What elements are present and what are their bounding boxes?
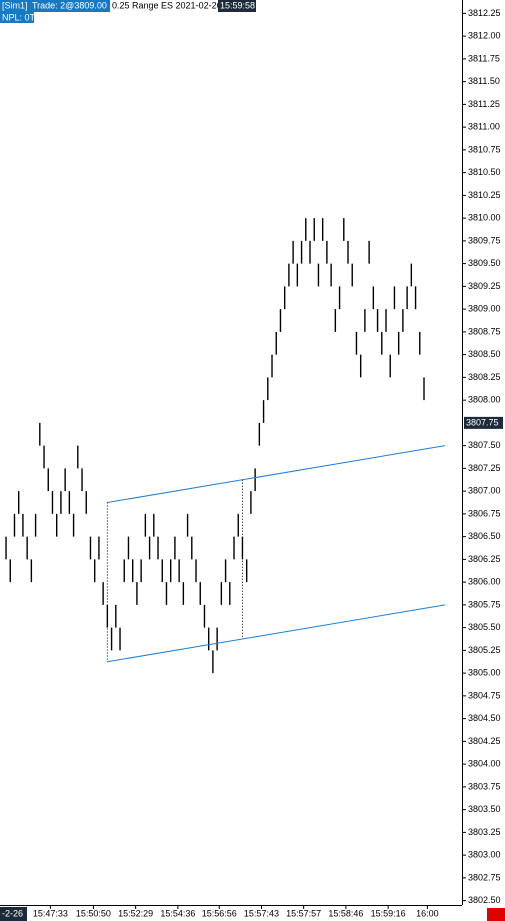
y-tick-label: 3804.00 [468,759,501,769]
x-tick-label: 15:56:56 [202,908,237,918]
channel-line [107,445,446,503]
y-tick-label: 3809.25 [468,281,501,291]
y-tick-label: 3808.00 [468,395,501,405]
date-label: -2-26 [2,908,23,918]
x-tick-label: 15:59:16 [371,908,406,918]
header-bg [30,0,110,12]
y-tick-label: 3806.25 [468,554,501,564]
y-tick-label: 3811.00 [468,122,500,132]
last-price-label: 3807.75 [466,417,499,427]
y-tick-label: 3811.50 [468,76,500,86]
y-tick-label: 3806.75 [468,508,501,518]
header-clock: 15:59:58 [220,0,255,10]
x-tick-label: 15:47:33 [33,908,68,918]
status-box [487,908,505,921]
header-instrument: 0.25 Range ES 2021-02-26 [112,0,222,10]
x-tick-label: 16:00 [416,908,439,918]
header-bg [218,0,256,12]
y-tick-label: 3811.25 [468,99,500,109]
y-tick-label: 3810.50 [468,167,501,177]
y-tick-label: 3812.00 [468,31,501,41]
y-tick-label: 3803.00 [468,850,501,860]
y-tick-label: 3811.75 [468,53,500,63]
y-tick-label: 3810.75 [468,144,501,154]
y-tick-label: 3802.75 [468,872,501,882]
y-tick-label: 3810.25 [468,190,501,200]
y-tick-label: 3808.25 [468,372,501,382]
y-tick-label: 3809.50 [468,258,501,268]
y-tick-label: 3807.50 [468,440,501,450]
y-tick-label: 3805.25 [468,645,501,655]
header-bg [110,0,218,12]
y-tick-label: 3807.00 [468,486,501,496]
y-tick-label: 3805.50 [468,622,501,632]
pnl: NPL: 0T [2,12,36,22]
y-tick-label: 3804.25 [468,736,501,746]
y-tick-label: 3808.50 [468,349,501,359]
x-tick-label: 15:50:50 [76,908,111,918]
y-tick-label: 3805.00 [468,668,501,678]
y-tick-label: 3803.25 [468,827,501,837]
y-tick-label: 3809.75 [468,235,501,245]
x-tick-label: 15:57:43 [244,908,279,918]
y-tick-label: 3805.75 [468,599,501,609]
y-tick-label: 3802.50 [468,895,501,905]
y-tick-label: 3809.00 [468,304,501,314]
channel-line [107,604,446,663]
y-tick-label: 3804.50 [468,713,501,723]
y-tick-label: 3810.00 [468,213,501,223]
y-tick-label: 3803.75 [468,781,501,791]
pnl-bg [0,12,34,23]
x-tick-label: 15:52:29 [118,908,153,918]
x-tick-label: 15:54:36 [160,908,195,918]
y-tick-label: 3806.50 [468,531,501,541]
x-tick-label: 15:57:57 [286,908,321,918]
y-tick-label: 3803.50 [468,804,501,814]
header-bg [0,0,38,12]
y-tick-label: 3806.00 [468,577,501,587]
y-tick-label: 3812.25 [468,8,501,18]
date-label-bg [0,907,27,921]
y-tick-label: 3807.25 [468,463,501,473]
header-trade: Trade: 2@3809.00 [32,0,107,10]
y-tick-label: 3808.75 [468,326,501,336]
header-account: [Sim1] [2,0,28,10]
x-tick-label: 15:58:46 [328,908,363,918]
y-tick-label: 3804.75 [468,690,501,700]
last-price-box [464,416,503,429]
